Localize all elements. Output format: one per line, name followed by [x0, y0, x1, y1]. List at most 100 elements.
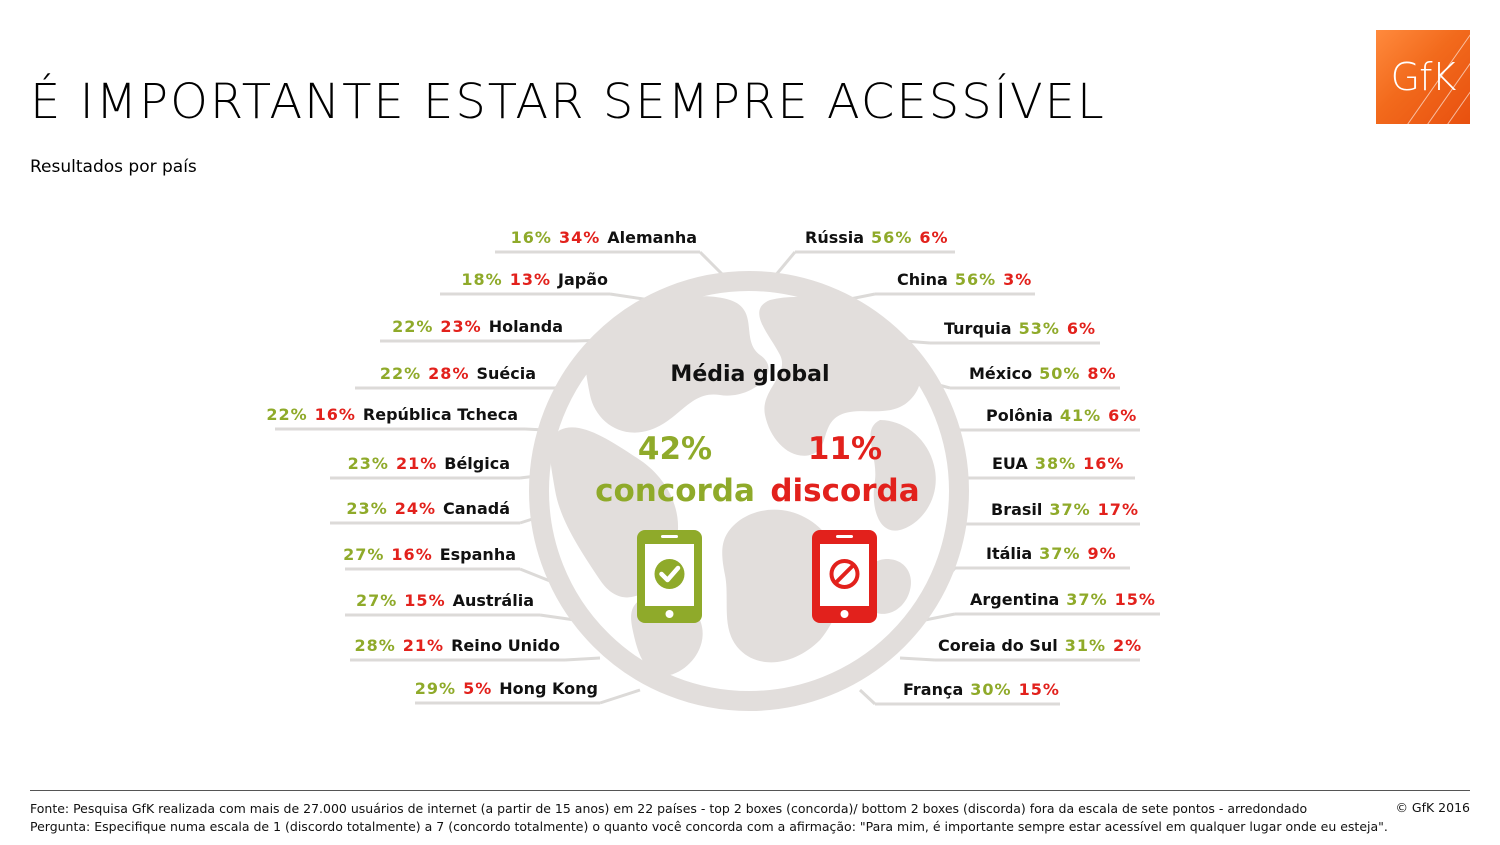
- country-row: 28% 21% Reino Unido: [354, 636, 560, 656]
- country-row: Polônia 41% 6%: [986, 406, 1137, 426]
- copyright: © GfK 2016: [1395, 800, 1470, 815]
- gfk-logo: GfK: [1376, 30, 1470, 124]
- disagree-value: 23%: [440, 317, 482, 336]
- country-name: Hong Kong: [499, 679, 598, 698]
- country-name: Brasil: [991, 500, 1043, 519]
- leader-connector: [599, 688, 641, 705]
- country-name: China: [897, 270, 948, 289]
- country-row: EUA 38% 16%: [992, 454, 1124, 474]
- global-disagree-label: discorda: [770, 473, 920, 509]
- disagree-value: 2%: [1113, 636, 1143, 655]
- agree-value: 53%: [1018, 319, 1060, 338]
- footer-question: Pergunta: Especifique numa escala de 1 (…: [30, 819, 1388, 834]
- country-name: França: [903, 680, 964, 699]
- country-name: Turquia: [944, 319, 1012, 338]
- country-row: 29% 5% Hong Kong: [415, 679, 598, 699]
- disagree-value: 16%: [1083, 454, 1125, 473]
- agree-value: 50%: [1039, 364, 1081, 383]
- country-row: Itália 37% 9%: [986, 544, 1117, 564]
- agree-value: 31%: [1064, 636, 1107, 655]
- country-row: 27% 16% Espanha: [343, 545, 516, 565]
- agree-value: 27%: [343, 545, 385, 564]
- disagree-value: 8%: [1087, 364, 1117, 383]
- agree-value: 18%: [461, 270, 503, 289]
- country-name: Bélgica: [444, 454, 510, 473]
- agree-value: 37%: [1049, 500, 1091, 519]
- country-row: Brasil 37% 17%: [991, 500, 1139, 520]
- country-row: Rússia 56% 6%: [805, 228, 949, 248]
- disagree-value: 15%: [1018, 680, 1060, 699]
- global-agree-label: concorda: [595, 473, 755, 509]
- country-row: Argentina 37% 15%: [970, 590, 1156, 610]
- disagree-value: 34%: [558, 228, 601, 247]
- country-name: Japão: [558, 270, 608, 289]
- global-agree-value: 42%: [637, 431, 713, 467]
- country-name: Itália: [986, 544, 1033, 563]
- footer-source: Fonte: Pesquisa GfK realizada com mais d…: [30, 801, 1308, 816]
- agree-value: 37%: [1066, 590, 1108, 609]
- country-row: Turquia 53% 6%: [944, 319, 1096, 339]
- footer-divider: [30, 790, 1470, 791]
- logo-text: GfK: [1390, 55, 1457, 99]
- country-row: 23% 24% Canadá: [346, 499, 510, 519]
- country-name: Alemanha: [607, 228, 697, 247]
- country-name: EUA: [992, 454, 1028, 473]
- disagree-value: 6%: [1108, 406, 1138, 425]
- agree-value: 22%: [266, 405, 308, 424]
- country-row: 18% 13% Japão: [461, 270, 608, 290]
- disagree-value: 28%: [428, 364, 470, 383]
- country-row: 16% 34% Alemanha: [511, 228, 697, 248]
- page-title: É IMPORTANTE ESTAR SEMPRE ACESSÍVEL: [30, 74, 1106, 130]
- disagree-value: 15%: [404, 591, 446, 610]
- agree-value: 23%: [346, 499, 388, 518]
- disagree-value: 13%: [509, 270, 551, 289]
- country-row: 22% 23% Holanda: [392, 317, 563, 337]
- agree-value: 41%: [1059, 406, 1102, 425]
- country-row: 23% 21% Bélgica: [348, 454, 510, 474]
- disagree-value: 9%: [1087, 544, 1117, 563]
- country-row: México 50% 8%: [969, 364, 1117, 384]
- country-row: Coreia do Sul 31% 2%: [938, 636, 1142, 656]
- agree-value: 56%: [871, 228, 913, 247]
- leader-connector: [564, 656, 601, 662]
- agree-value: 29%: [414, 679, 457, 698]
- leader-connector: [539, 613, 576, 622]
- global-disagree: 11% discorda: [765, 428, 925, 512]
- agree-value: 37%: [1039, 544, 1081, 563]
- country-name: Austrália: [452, 591, 534, 610]
- agree-value: 22%: [392, 317, 434, 336]
- country-name: Polônia: [986, 406, 1053, 425]
- agree-value: 23%: [347, 454, 389, 473]
- country-name: Holanda: [488, 317, 563, 336]
- agree-value: 28%: [354, 636, 396, 655]
- disagree-value: 3%: [1003, 270, 1033, 289]
- country-name: Argentina: [970, 590, 1060, 609]
- country-row: 27% 15% Austrália: [356, 591, 534, 611]
- phone-check-icon: [637, 530, 702, 623]
- disagree-value: 17%: [1097, 500, 1139, 519]
- country-name: Espanha: [439, 545, 516, 564]
- country-name: Coreia do Sul: [938, 636, 1058, 655]
- global-agree: 42% concorda: [585, 428, 765, 512]
- agree-value: 30%: [970, 680, 1012, 699]
- disagree-value: 21%: [395, 454, 438, 473]
- agree-value: 56%: [954, 270, 997, 289]
- country-row: China 56% 3%: [897, 270, 1032, 290]
- country-name: Suécia: [476, 364, 536, 383]
- global-average-label: Média global: [670, 362, 830, 387]
- disagree-value: 6%: [919, 228, 949, 247]
- country-name: México: [969, 364, 1033, 383]
- disagree-value: 16%: [314, 405, 356, 424]
- page-subtitle: Resultados por país: [30, 157, 197, 177]
- global-disagree-value: 11%: [807, 431, 883, 467]
- country-row: 22% 16% República Tcheca: [266, 405, 518, 425]
- disagree-value: 21%: [402, 636, 445, 655]
- country-name: Reino Unido: [451, 636, 560, 655]
- leader-connector: [924, 612, 956, 622]
- leader-connector: [858, 688, 877, 706]
- country-row: 22% 28% Suécia: [380, 364, 536, 384]
- leader-connector: [899, 656, 936, 662]
- country-name: Canadá: [443, 499, 510, 518]
- disagree-value: 15%: [1114, 590, 1156, 609]
